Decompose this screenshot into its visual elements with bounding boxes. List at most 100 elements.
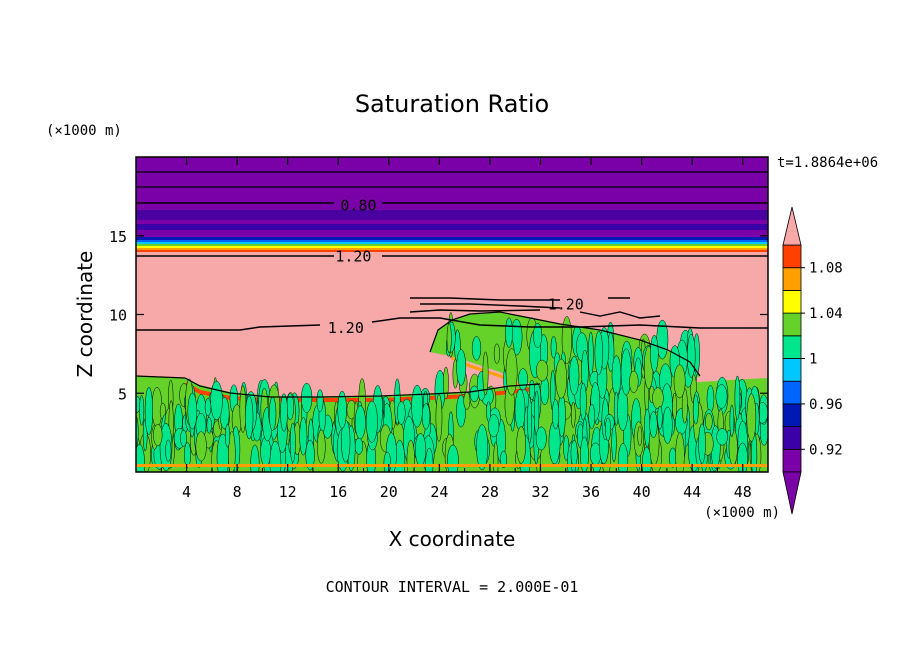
cloud-cell: [337, 390, 347, 429]
cloud-cells: [136, 312, 768, 472]
upper-dry-band: [136, 157, 768, 237]
y-unit-label: (×1000 m): [46, 123, 122, 139]
cloud-cell: [617, 443, 629, 472]
cloud-cell: [469, 385, 479, 403]
cloud-cell: [463, 391, 471, 410]
cloud-cell: [571, 401, 576, 428]
cloud-cell: [411, 384, 424, 428]
cloud-cell: [224, 423, 231, 448]
transition-band-6: [136, 248, 768, 250]
cloud-cell: [673, 364, 686, 399]
cloud-cell: [180, 429, 187, 447]
cloud-cell: [611, 423, 617, 463]
contour-label: 0.80: [340, 196, 376, 214]
x-tick-label: 40: [633, 483, 651, 501]
x-tick-label: 48: [734, 483, 752, 501]
cloud-cell: [456, 349, 467, 386]
cloud-cell: [195, 431, 207, 462]
cloud-cell: [187, 392, 198, 430]
colorbar-tick-label: 0.92: [809, 442, 843, 458]
cloud-cell: [443, 366, 449, 400]
cloud-cell: [692, 394, 699, 425]
isoline-1-20-lower: [136, 317, 768, 331]
cloud-cell: [620, 348, 632, 396]
cloud-cell: [299, 417, 308, 456]
transition-band-4: [136, 244, 768, 246]
cloud-cell: [228, 431, 236, 472]
isoline-cloud-outline: [136, 311, 701, 398]
cloud-cell: [184, 442, 191, 468]
cloud-cell: [527, 396, 533, 444]
cloud-cell: [555, 358, 568, 399]
cloud-cell: [611, 355, 622, 396]
cloud-cell: [552, 399, 560, 430]
cloud-cell: [649, 411, 658, 438]
cloud-cell: [657, 405, 663, 430]
cloud-cell: [406, 439, 415, 472]
cloud-cell: [675, 432, 685, 472]
cloud-cell: [488, 414, 500, 438]
cloud-cell: [644, 408, 651, 448]
colorbar-over-arrow: [782, 206, 802, 246]
cloud-cell: [650, 334, 659, 373]
cloud-cell: [289, 422, 296, 463]
cloud-cell: [550, 336, 557, 359]
x-tick-label: 28: [481, 483, 499, 501]
transition-band-2: [136, 240, 768, 242]
contour-labels: 0.80 1.20 1.20 1.20: [328, 196, 584, 337]
cloud-cell: [672, 392, 677, 421]
cloud-cell: [588, 403, 596, 430]
cloud-cell: [605, 417, 611, 441]
time-label: t=1.8864e+06: [777, 155, 878, 171]
cloud-cell: [629, 370, 639, 393]
cloud-cell: [516, 426, 527, 464]
cloud-cell: [535, 426, 547, 451]
x-tick-label: 8: [233, 483, 242, 501]
cloud-cell: [165, 439, 172, 462]
colorbar-tick-label: 1.08: [809, 261, 843, 277]
x-tick-label: 16: [329, 483, 347, 501]
contour-label: 1.20: [335, 247, 371, 265]
colorbar-under-arrow: [782, 471, 802, 515]
cloud-cell: [415, 433, 427, 467]
cloud-cell: [245, 395, 254, 440]
colorbar-segment: [782, 403, 802, 427]
cloud-cell: [715, 384, 728, 409]
cloud-cell: [269, 440, 282, 472]
colorbar-segment: [782, 335, 802, 359]
chart-title: Saturation Ratio: [355, 90, 549, 118]
cloud-cell: [561, 316, 572, 365]
cloud-cell: [280, 393, 288, 432]
cloud-cell: [204, 398, 212, 417]
colorbar-segment: [782, 426, 802, 450]
x-tick-label: 20: [380, 483, 398, 501]
colorbar: 0.92 0.96 1 1.04 1.08: [782, 206, 843, 515]
cloud-cell: [588, 331, 594, 379]
cloud-cell: [698, 423, 706, 464]
dry-band-stripe-1: [136, 210, 768, 220]
colorbar-segment: [782, 380, 802, 405]
cloud-cell: [144, 387, 153, 436]
cloud-cell: [687, 333, 696, 378]
cloud-cell: [662, 406, 673, 444]
cloud-cell: [383, 451, 392, 472]
transition-band-5: [136, 246, 768, 248]
plot-area: [136, 157, 768, 472]
colorbar-segment: [782, 358, 802, 382]
cloud-cell: [528, 379, 535, 400]
x-tick-label: 4: [182, 483, 191, 501]
cloud-cell: [580, 436, 589, 472]
cloud-cell: [533, 322, 543, 348]
y-tick-label: 5: [118, 385, 127, 403]
contour-interval-footer: CONTOUR INTERVAL = 2.000E-01: [326, 578, 579, 596]
cloud-cell: [476, 424, 489, 471]
y-axis-label: Z coordinate: [73, 251, 97, 378]
cloud-cell: [354, 437, 364, 455]
cloud-cell: [210, 380, 223, 421]
x-tick-label: 44: [683, 483, 701, 501]
cloud-cell: [456, 394, 466, 428]
cloud-cell: [705, 412, 713, 431]
contour-label: 1.20: [328, 319, 364, 337]
cloud-cell: [536, 359, 549, 382]
